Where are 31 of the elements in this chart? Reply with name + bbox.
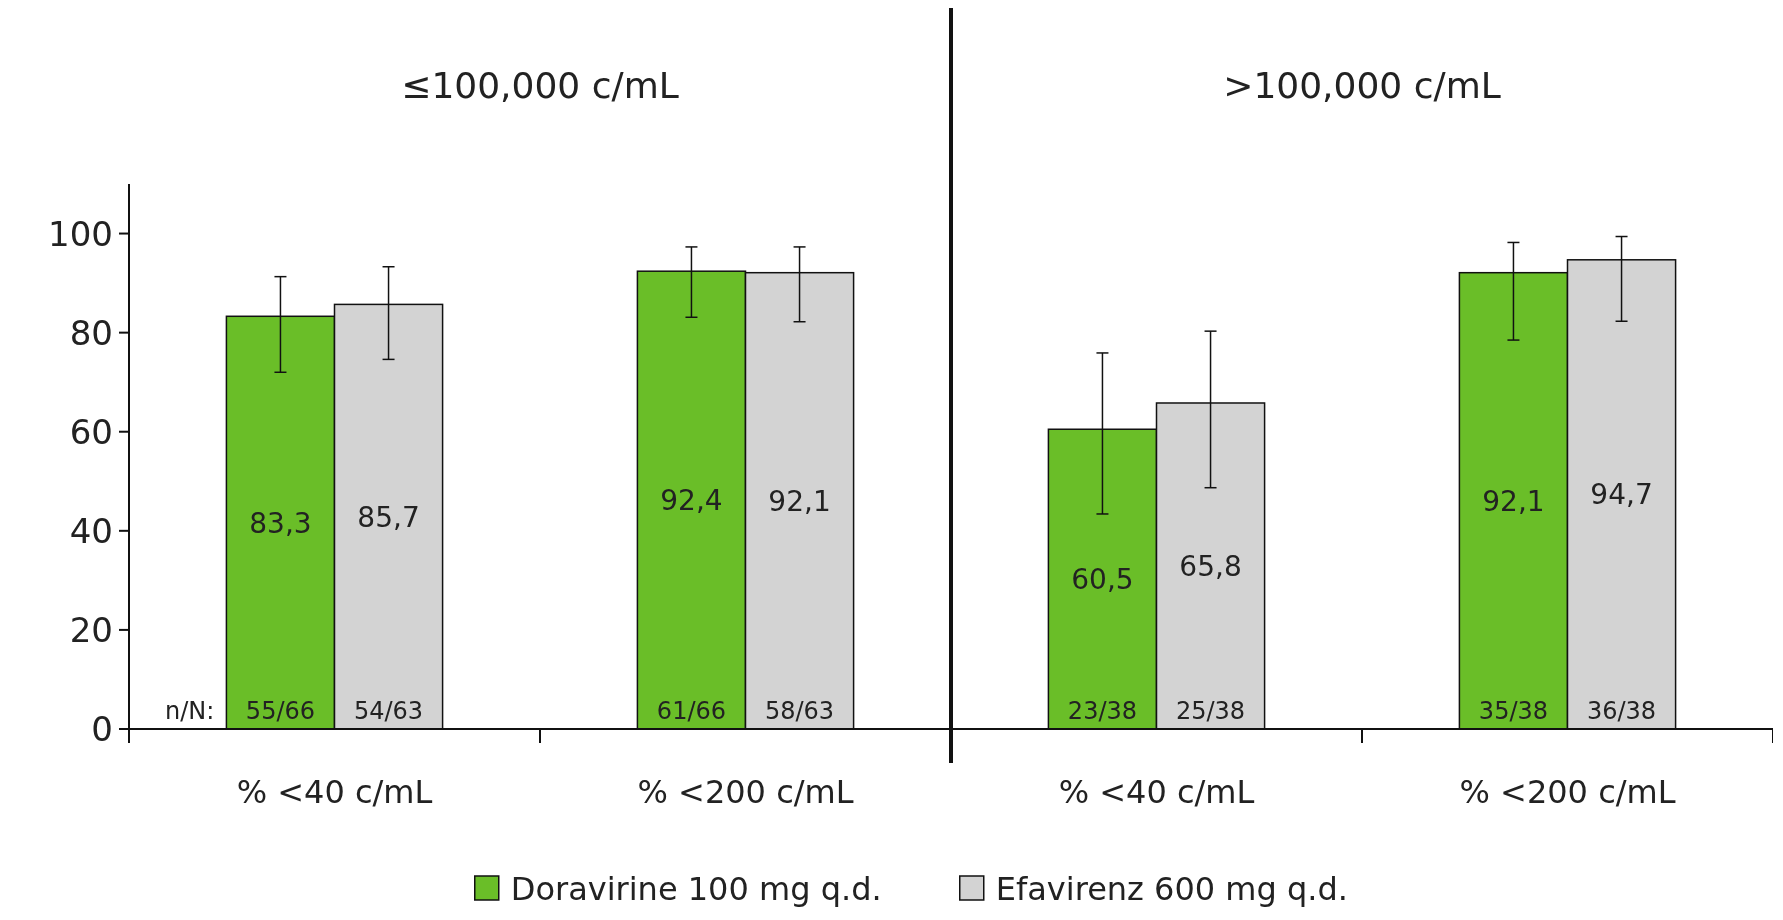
x-tick-label: % <200 c/mL <box>1459 773 1676 811</box>
annotation: 58/63 <box>764 697 835 725</box>
annotation: n/N: <box>165 697 215 725</box>
data-label: 92,1 <box>1482 484 1545 518</box>
y-tick-label: 20 <box>69 609 113 650</box>
data-label: 60,5 <box>1071 563 1134 597</box>
data-label: 92,4 <box>660 484 723 518</box>
y-tick-label: 40 <box>69 510 113 551</box>
annotation: 61/66 <box>656 697 727 725</box>
annotation: 25/38 <box>1175 697 1246 725</box>
y-tick-label: 60 <box>69 411 113 452</box>
y-tick-label: 100 <box>48 213 113 254</box>
text: >100,000 c/mL <box>1223 65 1501 106</box>
annotation: 36/38 <box>1586 697 1657 725</box>
text: ≤100,000 c/mL <box>401 65 679 106</box>
data-label: 85,7 <box>357 500 420 534</box>
data-label: 94,7 <box>1590 478 1653 512</box>
data-label: 65,8 <box>1179 550 1242 583</box>
legend-label: Efavirenz 600 mg q.d. <box>995 870 1348 908</box>
annotation: 23/38 <box>1067 697 1138 725</box>
x-tick-label: % <40 c/mL <box>236 773 433 811</box>
x-tick-label: % <200 c/mL <box>637 773 854 811</box>
legend-label: Doravirine 100 mg q.d. <box>510 870 882 908</box>
y-tick-label: 0 <box>91 709 113 749</box>
data-label: 83,3 <box>249 506 312 540</box>
annotation: 55/66 <box>245 697 316 725</box>
data-label: 92,1 <box>768 484 831 518</box>
annotation: 54/63 <box>353 697 424 725</box>
y-tick-label: 80 <box>69 312 113 353</box>
annotation: 35/38 <box>1478 697 1549 725</box>
x-tick-label: % <40 c/mL <box>1058 773 1255 811</box>
